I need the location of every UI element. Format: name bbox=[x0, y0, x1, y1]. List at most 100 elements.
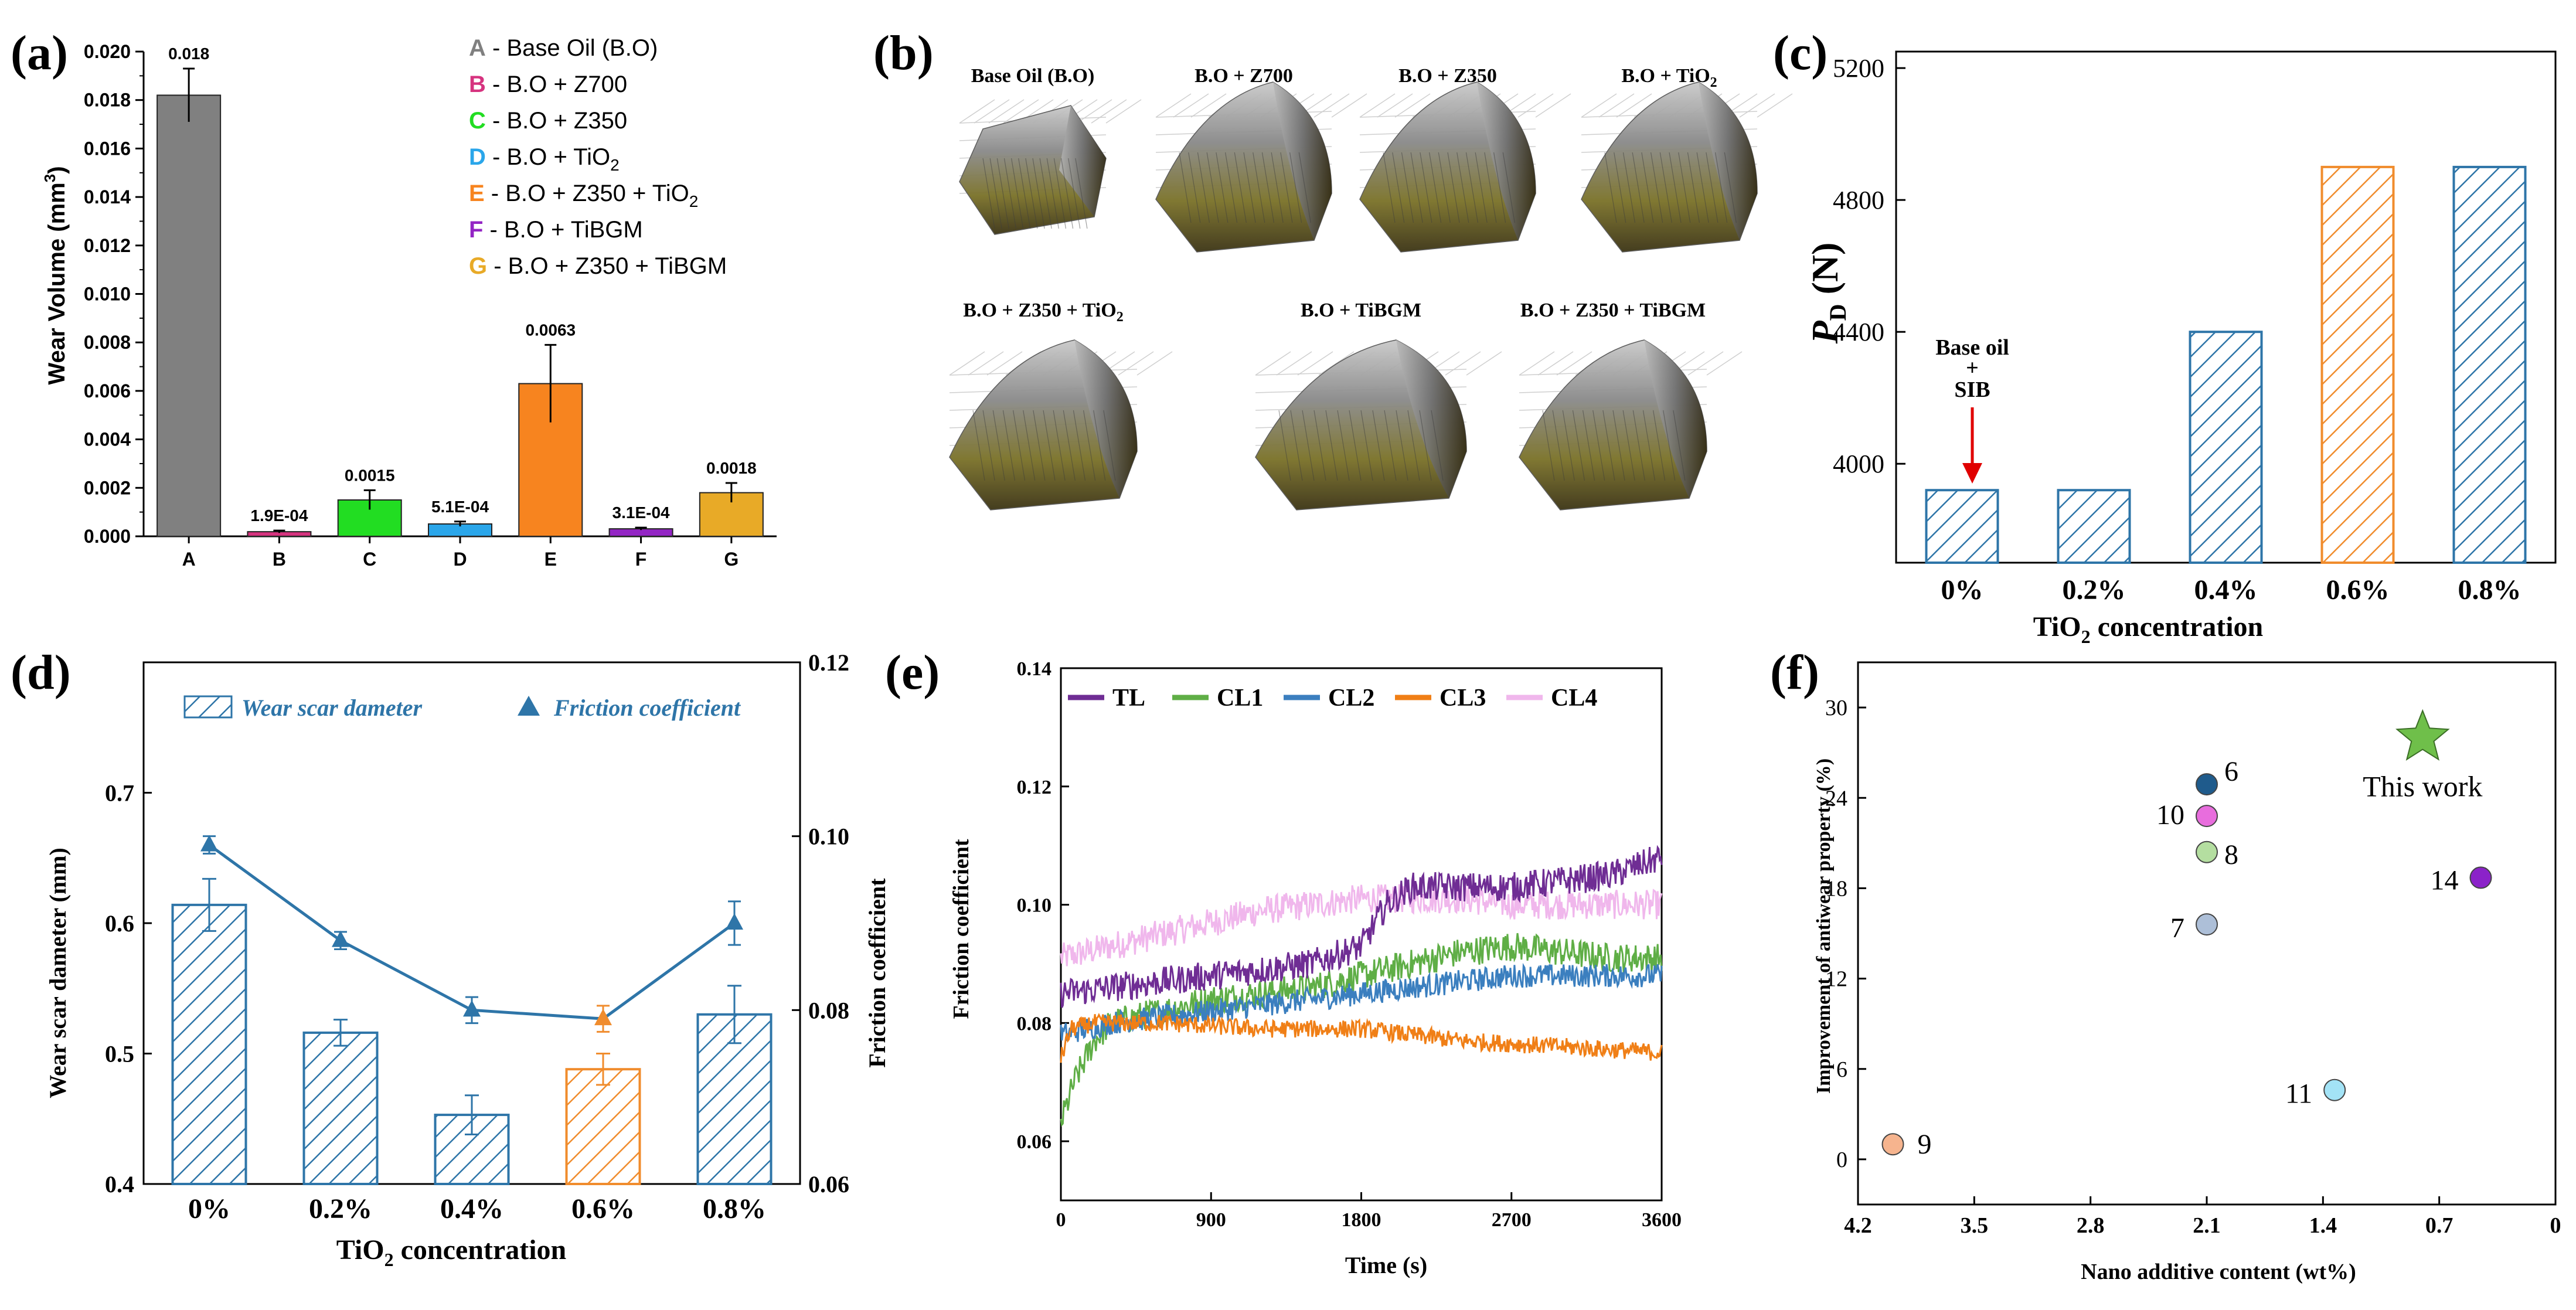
panel-c-xlabel: TiO2 concentration bbox=[2033, 611, 2263, 647]
surface-streak bbox=[1313, 410, 1326, 481]
panel-d-bar bbox=[565, 1068, 641, 1185]
panel-f-point-9 bbox=[1881, 1133, 1904, 1156]
surface-streak bbox=[1604, 152, 1617, 223]
surface-grid-line bbox=[1535, 93, 1571, 118]
panel-f-point-label: 8 bbox=[2224, 839, 2238, 870]
legend-wear-scar-label: Wear scar dameter bbox=[241, 695, 423, 721]
surface-title-z350: B.O + Z350 bbox=[1398, 65, 1497, 87]
panel-e-ytick-label: 0.14 bbox=[1017, 658, 1052, 680]
surface-streak bbox=[1706, 152, 1719, 223]
panel-c-annotation-arrow bbox=[1962, 407, 1982, 484]
surface-grid-line bbox=[1276, 351, 1312, 376]
panel-c-xtick-label: 0% bbox=[1941, 574, 1983, 605]
surface-grid-line bbox=[988, 99, 1025, 124]
panel-a-ytick-label: 0.016 bbox=[84, 138, 131, 159]
panel-a-ytick-label: 0.012 bbox=[84, 235, 131, 256]
surface-streak bbox=[1179, 152, 1192, 223]
surface-streaks bbox=[1383, 152, 1515, 223]
panel-d-ytick-label-right: 0.10 bbox=[808, 824, 849, 850]
surface-grid-line bbox=[1687, 351, 1724, 376]
panel-a-ylabel: Wear Volume (mm3) bbox=[41, 166, 70, 385]
surface-streak bbox=[1407, 410, 1420, 481]
surface-grid-line bbox=[1003, 99, 1039, 124]
surface-streak bbox=[1465, 152, 1479, 223]
panel-e-series-CL4 bbox=[1060, 884, 1663, 967]
panel-a-value-label: 3.1E-04 bbox=[612, 503, 670, 522]
surface-streak bbox=[1622, 152, 1636, 223]
surface-streak bbox=[1002, 410, 1016, 481]
surface-streak bbox=[1224, 152, 1238, 223]
panel-c-bar bbox=[2452, 165, 2527, 564]
surface-grid-line bbox=[1739, 93, 1775, 118]
surface-streak bbox=[1033, 410, 1046, 481]
surface-grid-line bbox=[1706, 351, 1743, 376]
panel-f-point-label: 14 bbox=[2431, 865, 2459, 896]
panel-a-value-label: 0.0018 bbox=[706, 459, 757, 477]
panel-c-bar bbox=[2057, 489, 2131, 564]
surface-z350-tibgm bbox=[1519, 339, 1743, 511]
surface-title-tio2: B.O + TiO2 bbox=[1621, 65, 1717, 90]
panel-e-series-CL2 bbox=[1060, 962, 1663, 1042]
panel-d-xtick-label: 0.6% bbox=[571, 1193, 635, 1224]
panel-f-ytick-label: 0 bbox=[1836, 1148, 1847, 1172]
surface-grid-line bbox=[1616, 93, 1652, 118]
surface-streak bbox=[1012, 410, 1026, 481]
panel-f-xlabel: Nano additive content (wt%) bbox=[2081, 1260, 2356, 1284]
surface-streak bbox=[1542, 410, 1555, 481]
panel-e-legend-label: CL4 bbox=[1551, 685, 1597, 712]
surface-streak bbox=[1075, 158, 1088, 229]
legend-triangle-icon bbox=[518, 696, 540, 716]
surface-title-z350-tio2: B.O + Z350 + TiO2 bbox=[963, 300, 1123, 325]
surface-grid-line bbox=[1297, 351, 1333, 376]
panel-e-ytick-label: 0.08 bbox=[1017, 1013, 1052, 1035]
panel-a-wear-volume-chart: 0.000 0.002 0.004 0.006 0.008 0.010 0.012 0.014… bbox=[41, 35, 777, 570]
surface-streak bbox=[1696, 152, 1709, 223]
panel-f-ytick-label: 30 bbox=[1825, 696, 1847, 720]
surface-grid-line bbox=[986, 351, 1023, 376]
surface-streak bbox=[1384, 410, 1397, 481]
panel-f-point-label: 10 bbox=[2156, 799, 2184, 831]
panel-f-point-label: 11 bbox=[2285, 1078, 2312, 1110]
surface-streaks bbox=[1604, 152, 1737, 223]
panel-c-xtick-label: 0.8% bbox=[2458, 574, 2521, 605]
panel-f-xtick-label: 1.4 bbox=[2309, 1213, 2337, 1238]
surface-streaks bbox=[972, 410, 1116, 481]
surface-title-tibgm: B.O + TiBGM bbox=[1301, 300, 1421, 321]
panel-e-ytick-label: 0.12 bbox=[1017, 777, 1052, 798]
panel-f-star-marker bbox=[2395, 709, 2450, 761]
surface-grid-line bbox=[1359, 93, 1396, 118]
panel-f-xtick-label: 4.2 bbox=[1844, 1213, 1872, 1238]
panel-d-ytick-label-right: 0.08 bbox=[808, 997, 849, 1023]
surface-streak bbox=[1216, 152, 1229, 223]
surface-streak bbox=[1612, 410, 1625, 481]
surface-grid-line bbox=[1517, 93, 1554, 118]
surface-z350 bbox=[1359, 81, 1571, 253]
surface-grid-line bbox=[1598, 93, 1635, 118]
panel-f-xtick-label: 0.7 bbox=[2425, 1213, 2454, 1238]
surface-streak bbox=[1669, 152, 1682, 223]
panel-a-value-label: 0.0063 bbox=[525, 321, 576, 339]
panel-f-ytick-label: 18 bbox=[1825, 876, 1847, 901]
surface-streak bbox=[1278, 410, 1291, 481]
surface-streak bbox=[1428, 152, 1442, 223]
surface-grid-line bbox=[1519, 351, 1555, 376]
surface-grid-line bbox=[1173, 93, 1209, 118]
panel-a-legend-entry: A - Base Oil (B.O) bbox=[469, 35, 658, 61]
panel-c-ytick-label: 4400 bbox=[1833, 318, 1884, 346]
surface-grid-line bbox=[1581, 93, 1617, 118]
surface-base-oil bbox=[959, 99, 1142, 235]
panel-a-ytick-label: 0.008 bbox=[84, 332, 131, 353]
panel-f-antiwear-scatter: 0 6 12 18 24 30 4.2 3.5 2.8 2.1 1.4 0.7 0 6 10 8 7 14 11 9… bbox=[1813, 661, 2561, 1284]
surface-streak bbox=[1572, 410, 1585, 481]
panel-d-ytick-label-left: 0.7 bbox=[105, 780, 134, 807]
panel-c-ytick-label: 4800 bbox=[1833, 186, 1884, 215]
surface-grid-line bbox=[959, 99, 995, 124]
surface-streak bbox=[1431, 410, 1444, 481]
panel-e-series-TL bbox=[1060, 845, 1663, 1008]
surface-streak bbox=[1325, 410, 1338, 481]
panel-a-value-label: 0.018 bbox=[168, 45, 209, 63]
panel-e-xtick-label: 0 bbox=[1056, 1209, 1066, 1231]
surface-streak bbox=[1419, 410, 1432, 481]
panel-e-xlabel: Time (s) bbox=[1345, 1252, 1427, 1278]
panel-f-ytick-label: 24 bbox=[1825, 786, 1847, 811]
